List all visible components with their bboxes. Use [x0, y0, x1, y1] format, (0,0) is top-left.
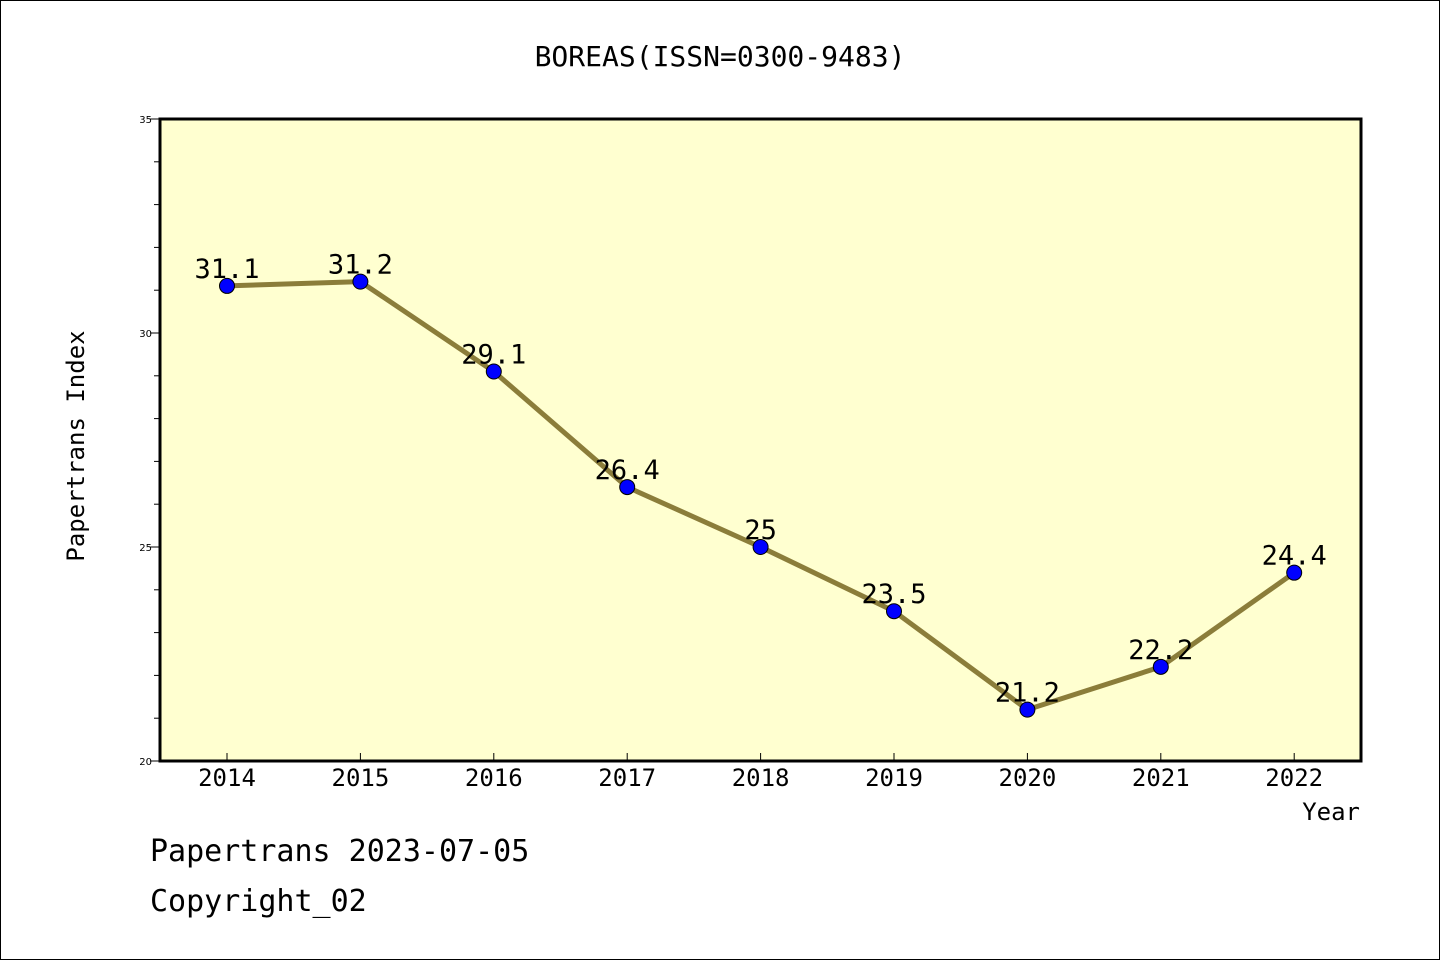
x-axis-ticks: 2014 2015 2016 2017 2018 2019 2020 2021 2022: [198, 753, 1323, 792]
data-point-marker: [619, 479, 636, 496]
y-axis-label: Papertrans Index: [62, 330, 90, 561]
data-markers: [219, 273, 1303, 718]
footer-date: Papertrans 2023-07-05: [150, 834, 530, 869]
data-label: 25: [744, 515, 777, 546]
data-label: 29.1: [461, 340, 526, 371]
x-tick-label: 2018: [732, 764, 790, 792]
data-point-marker: [1286, 564, 1303, 581]
data-point-marker: [752, 539, 769, 555]
footer-copyright: Copyright_02: [150, 884, 367, 919]
data-label: 31.2: [328, 250, 393, 281]
data-point-marker: [1152, 658, 1169, 675]
data-label: 26.4: [595, 455, 660, 486]
x-tick-label: 2019: [865, 764, 923, 792]
data-label: 31.1: [194, 254, 259, 285]
y-tick-label: 35: [139, 115, 152, 126]
data-point-marker: [485, 363, 502, 380]
data-point-marker: [352, 273, 369, 290]
data-label: 23.5: [861, 579, 926, 610]
data-labels: 31.1 31.2 29.1 26.4 25 23.5 21.2 22.2 24.4: [194, 250, 1326, 709]
x-tick-label: 2020: [999, 764, 1057, 792]
y-tick-label: 30: [139, 329, 152, 340]
x-tick-label: 2014: [198, 764, 256, 792]
x-tick-label: 2021: [1132, 764, 1190, 792]
x-axis-label: Year: [1302, 798, 1360, 826]
data-point-marker: [1019, 701, 1036, 718]
data-label: 24.4: [1262, 541, 1327, 572]
x-tick-label: 2022: [1265, 764, 1323, 792]
data-label: 21.2: [995, 678, 1060, 709]
data-point-marker: [886, 603, 902, 620]
y-tick-label: 20: [139, 757, 152, 768]
x-tick-label: 2017: [598, 764, 656, 792]
x-tick-label: 2015: [332, 764, 390, 792]
plot-area: [158, 117, 1363, 763]
chart-title: BOREAS(ISSN=0300-9483): [535, 40, 906, 73]
x-tick-label: 2016: [465, 764, 523, 792]
data-label: 22.2: [1128, 635, 1193, 666]
y-axis-ticks: 20 25 30 35: [139, 115, 160, 768]
y-tick-label: 25: [139, 543, 152, 554]
data-point-marker: [219, 277, 235, 294]
